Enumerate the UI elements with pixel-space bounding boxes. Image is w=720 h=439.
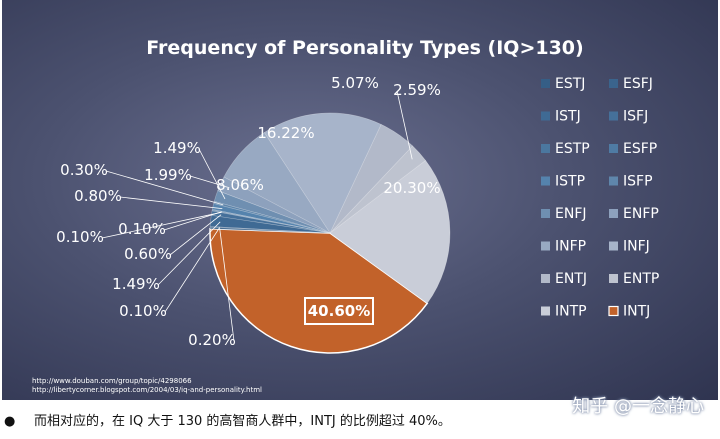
pie-slice-infp [223,132,331,234]
source-link-1[interactable]: http://www.douban.com/group/topic/429806… [32,377,192,385]
legend-label-estp: ESTP [555,141,590,157]
legend-label-infj: INFJ [623,239,650,255]
legend-label-esfp: ESFP [623,141,657,157]
leader-line-isfj [169,214,222,256]
legend-swatch-estj [541,79,550,88]
pie-chart: Frequency of Personality Types (IQ>130) … [32,37,659,394]
leader-line-entp [396,90,413,160]
leader-line-esfj [164,227,221,313]
pie-slice-esfj [209,226,331,234]
caption: ● 而相对应的，在 IQ 大于 130 的高智商人群中，INTJ 的比例超过 40… [4,410,704,436]
legend-label-isfp: ISFP [623,174,653,190]
legend-swatch-infp [541,241,550,251]
data-label-estj: 0.20% [188,331,236,349]
legend-swatch-enfj [541,209,550,218]
legend-swatch-isfj [609,111,618,121]
legend-label-esfj: ESFJ [623,76,653,92]
legend-swatch-entj [541,274,550,283]
data-label-infp: 8.06% [216,176,264,194]
legend-swatch-isfp [609,176,618,186]
chart-title: Frequency of Personality Types (IQ>130) [146,37,583,59]
data-label-intj: 40.60% [308,302,370,320]
legend-label-intj: INTJ [623,304,650,320]
pie-slice-estj [209,226,331,234]
data-label-box-intj [304,297,374,325]
pie-slice-enfj [213,190,331,234]
legend-label-enfj: ENFJ [555,206,587,222]
leader-line-estj [219,228,235,342]
legend-swatch-intp [541,306,550,316]
pie-slice-estp [211,209,331,234]
legend-swatch-esfp [609,144,618,153]
data-label-enfp: 1.99% [144,166,192,184]
leader-line-istj [157,221,221,286]
caption-text: 而相对应的，在 IQ 大于 130 的高智商人群中，INTJ 的比例超过 40%… [34,414,451,429]
data-label-enfj: 1.49% [153,139,201,157]
leader-line-estp [101,211,222,239]
legend-swatch-infj [609,241,618,251]
legend-swatch-istp [541,176,550,186]
legend-label-istp: ISTP [555,174,585,190]
pie-slice-entp [329,145,426,234]
data-label-esfp: 0.10% [118,220,166,238]
legend-swatch-istj [541,111,550,121]
chart-slide: Frequency of Personality Types (IQ>130) … [2,0,718,400]
legend-label-entj: ENTJ [555,271,587,287]
legend-swatch-estp [541,144,550,153]
data-label-estp: 0.10% [56,228,104,246]
data-label-isfj: 0.60% [124,245,172,263]
data-label-entj: 5.07% [331,74,379,92]
leader-line-enfp [189,175,230,189]
data-label-istp: 0.80% [74,187,122,205]
legend-swatch-enfp [609,209,618,218]
leader-line-enfj [198,148,226,200]
legend-swatch-entp [609,274,618,283]
legend-label-estj: ESTJ [555,76,585,92]
legend-label-entp: ENTP [623,271,659,287]
pie-slice-istp [211,203,331,234]
source-link-2[interactable]: http://libertycorner.blogspot.com/2004/0… [32,386,262,394]
legend-label-infp: INFP [555,239,586,255]
bullet-icon: ● [4,414,16,429]
pie-slice-enfp [217,176,331,234]
leader-line-isfp [105,170,224,206]
legend-swatch-esfj [609,79,618,88]
leader-line-istp [119,196,223,209]
data-label-entp: 2.59% [393,81,441,99]
legend-label-intp: INTP [555,304,587,320]
data-label-esfj: 0.10% [119,302,167,320]
data-label-infj: 16.22% [257,124,314,142]
legend-swatch-intj [608,305,619,317]
data-label-isfp: 0.30% [60,161,108,179]
pie-slice-entj [329,124,413,234]
legend-label-isfj: ISFJ [623,109,648,125]
watermark: 知乎 @一念静心 [572,396,704,417]
leader-line-esfp [163,211,222,231]
pie-slice-intp [329,159,451,304]
data-label-istj: 1.49% [112,275,160,293]
legend-label-enfp: ENFP [623,206,659,222]
pie-slice-esfp [211,209,331,234]
legend-label-istj: ISTJ [555,109,581,125]
data-label-intp: 20.30% [383,179,440,197]
pie-slice-infj [263,112,382,234]
